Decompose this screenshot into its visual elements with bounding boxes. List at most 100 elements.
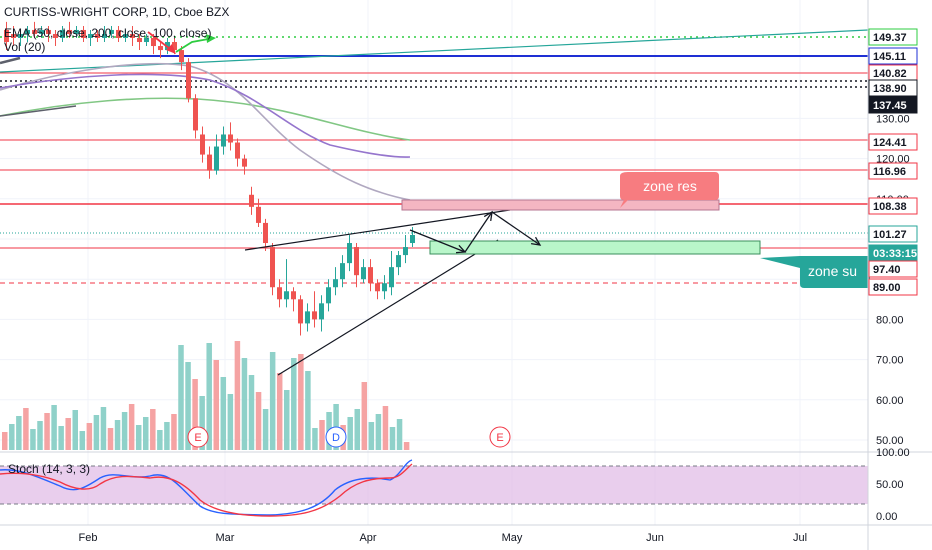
candle-body bbox=[221, 134, 226, 147]
volume-bar bbox=[121, 412, 128, 450]
candle-body bbox=[25, 29, 30, 34]
price-level-tag-label: 89.00 bbox=[873, 282, 901, 294]
candle-body bbox=[368, 267, 373, 284]
volume-bar bbox=[107, 428, 114, 450]
price-level-tag-label: 97.40 bbox=[873, 264, 901, 276]
candle-body bbox=[270, 247, 275, 288]
price-level-tag-label: 03:33:15 bbox=[873, 248, 917, 260]
candle-body bbox=[95, 33, 100, 38]
price-level-tag bbox=[868, 225, 918, 243]
candle-body bbox=[144, 38, 149, 43]
candle-body bbox=[53, 33, 58, 38]
price-level-tag-label: 140.82 bbox=[873, 68, 907, 80]
volume-bar bbox=[347, 417, 353, 450]
price-axis-tick: 80.00 bbox=[876, 314, 904, 326]
candle-body bbox=[228, 134, 233, 143]
event-marker-label: E bbox=[496, 432, 503, 444]
volume-bar bbox=[276, 373, 283, 450]
volume-bar bbox=[220, 377, 227, 450]
volume-bar bbox=[284, 390, 290, 450]
price-level-tag-label: 124.41 bbox=[873, 137, 907, 149]
price-axis-tick: 60.00 bbox=[876, 395, 904, 407]
volume-bar bbox=[262, 409, 269, 450]
price-level-tag-label: 138.90 bbox=[873, 83, 907, 95]
stochastic-axis-label: 0.00 bbox=[876, 511, 897, 523]
volume-bar bbox=[192, 379, 198, 450]
volume-bar bbox=[2, 432, 8, 450]
earnings-event-marker bbox=[489, 426, 511, 448]
projection-arrow bbox=[531, 236, 542, 246]
zone-res-callout-label: zone res bbox=[643, 178, 697, 194]
price-level-tag bbox=[868, 28, 918, 46]
volume-bar bbox=[135, 425, 142, 450]
candle-body bbox=[277, 287, 282, 300]
volume-bar bbox=[51, 405, 57, 450]
earnings-event-marker bbox=[187, 426, 209, 448]
candle-body bbox=[256, 206, 261, 223]
price-level-tag-label: 137.45 bbox=[873, 100, 907, 112]
candle-body bbox=[179, 50, 184, 63]
candle-body bbox=[319, 303, 324, 320]
candle-body bbox=[340, 263, 345, 280]
volume-bar bbox=[199, 396, 205, 450]
volume-bar bbox=[206, 343, 212, 450]
long-trend-line bbox=[0, 29, 869, 73]
time-axis-label: Mar bbox=[216, 532, 235, 544]
candle-body bbox=[235, 142, 240, 159]
volume-bar bbox=[30, 429, 36, 450]
projection-arrow bbox=[409, 229, 466, 253]
volume-bar bbox=[305, 371, 311, 450]
volume-bar bbox=[114, 420, 121, 450]
earnings-event-marker bbox=[325, 426, 347, 448]
volume-bar bbox=[143, 417, 149, 450]
price-level-tag-label: 101.27 bbox=[873, 229, 907, 241]
red-arrow-head bbox=[166, 44, 176, 54]
candle-body bbox=[11, 33, 16, 38]
zone-res-callout bbox=[620, 172, 719, 208]
price-level-tag bbox=[868, 79, 918, 97]
candle-body bbox=[193, 98, 198, 131]
ema-line bbox=[0, 97, 411, 141]
price-axis-tick: 130.00 bbox=[876, 113, 910, 125]
price-level-tag bbox=[868, 162, 918, 180]
lower-trend-line bbox=[277, 239, 499, 376]
candle-body bbox=[375, 283, 380, 292]
time-axis-label: Jul bbox=[793, 532, 807, 544]
stochastic-band bbox=[0, 466, 868, 504]
volume-bar bbox=[269, 352, 276, 450]
stochastic-label: Stoch (14, 3, 3) bbox=[8, 462, 90, 476]
drawn-line bbox=[0, 56, 21, 65]
volume-bar bbox=[396, 419, 403, 450]
ema-indicator-label[interactable]: EMA (50, close, 200, close, 100, close) bbox=[4, 26, 212, 40]
candle-body bbox=[347, 243, 352, 264]
candle-body bbox=[312, 311, 317, 320]
candle-body bbox=[60, 29, 65, 38]
volume-indicator-label[interactable]: Vol (20) bbox=[4, 40, 46, 54]
candle-body bbox=[403, 247, 408, 256]
upper-trend-line bbox=[244, 209, 511, 251]
time-axis-label: Jun bbox=[646, 532, 664, 544]
candle-body bbox=[123, 33, 128, 38]
candle-body bbox=[410, 234, 415, 244]
candle-body bbox=[109, 29, 114, 34]
volume-bar bbox=[368, 422, 375, 450]
volume-bar bbox=[389, 427, 396, 450]
price-level-tag-label: 108.38 bbox=[873, 201, 907, 213]
candle-body bbox=[158, 46, 163, 51]
candle-body bbox=[263, 222, 268, 244]
candle-body bbox=[382, 283, 387, 292]
volume-bar bbox=[241, 358, 248, 450]
time-axis-label: Feb bbox=[79, 532, 98, 544]
candle-body bbox=[389, 267, 394, 288]
volume-bar bbox=[128, 404, 135, 450]
price-level-tag bbox=[868, 133, 918, 151]
volume-bar bbox=[9, 424, 15, 450]
volume-bar bbox=[65, 418, 71, 450]
candle-body bbox=[396, 255, 401, 268]
price-level-tag-label: 116.96 bbox=[873, 166, 906, 178]
volume-bar bbox=[37, 421, 43, 450]
volume-bar bbox=[44, 413, 50, 450]
volume-bar bbox=[382, 406, 389, 450]
stochastic-axis-label: 50.00 bbox=[876, 479, 904, 491]
